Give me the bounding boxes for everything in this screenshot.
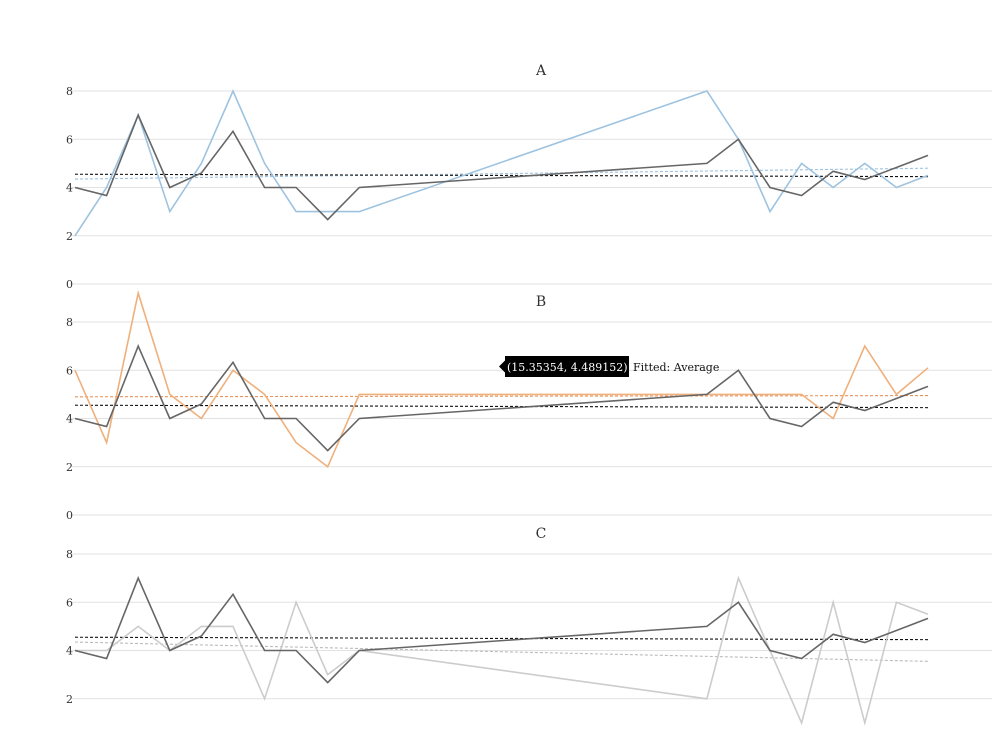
tooltip-text: (15.35354, 4.489152): [507, 361, 628, 374]
y-tick-label: 8: [66, 316, 73, 329]
y-tick-label: 4: [66, 645, 73, 658]
tooltip: (15.35354, 4.489152) Fitted: Average: [499, 356, 719, 377]
fitted-line: [74, 641, 929, 662]
y-tick-label: 0: [66, 278, 73, 291]
panel-title: B: [536, 294, 546, 310]
series-line[interactable]: [74, 344, 929, 452]
y-tick-label: 8: [66, 548, 73, 561]
fitted-line: [74, 404, 929, 409]
y-tick-label: 6: [66, 133, 73, 146]
tooltip-label: Fitted: Average: [633, 361, 719, 374]
series-line[interactable]: [74, 289, 929, 469]
tooltip-box: [505, 356, 629, 377]
fitted-line: [74, 636, 929, 641]
y-tick-label: 4: [66, 413, 73, 426]
fitted-line: [74, 395, 929, 398]
panel-title: A: [535, 63, 547, 79]
series-line[interactable]: [74, 89, 929, 237]
series-line[interactable]: [74, 113, 929, 221]
fitted-line: [74, 167, 929, 180]
series-line[interactable]: [75, 575, 929, 727]
y-tick-label: 8: [66, 85, 73, 98]
y-tick-label: 4: [66, 182, 73, 195]
panel-b: 0 2 4 6 8 B (15.35354, 4.489152) Fitted: Averag…: [66, 289, 992, 522]
panel-title: C: [536, 526, 547, 542]
y-tick-label: 2: [66, 461, 73, 474]
fitted-line: [74, 173, 929, 178]
panel-a: 0 2 4 6 8 A: [66, 63, 992, 291]
series-line[interactable]: [74, 576, 929, 684]
y-tick-label: 2: [66, 693, 73, 706]
panel-c: 2 4 6 8 C: [66, 526, 992, 727]
y-tick-label: 6: [66, 596, 73, 609]
y-tick-label: 0: [66, 509, 73, 522]
y-tick-label: 6: [66, 364, 73, 377]
tooltip-arrow: [499, 360, 505, 373]
y-tick-label: 2: [66, 230, 73, 243]
